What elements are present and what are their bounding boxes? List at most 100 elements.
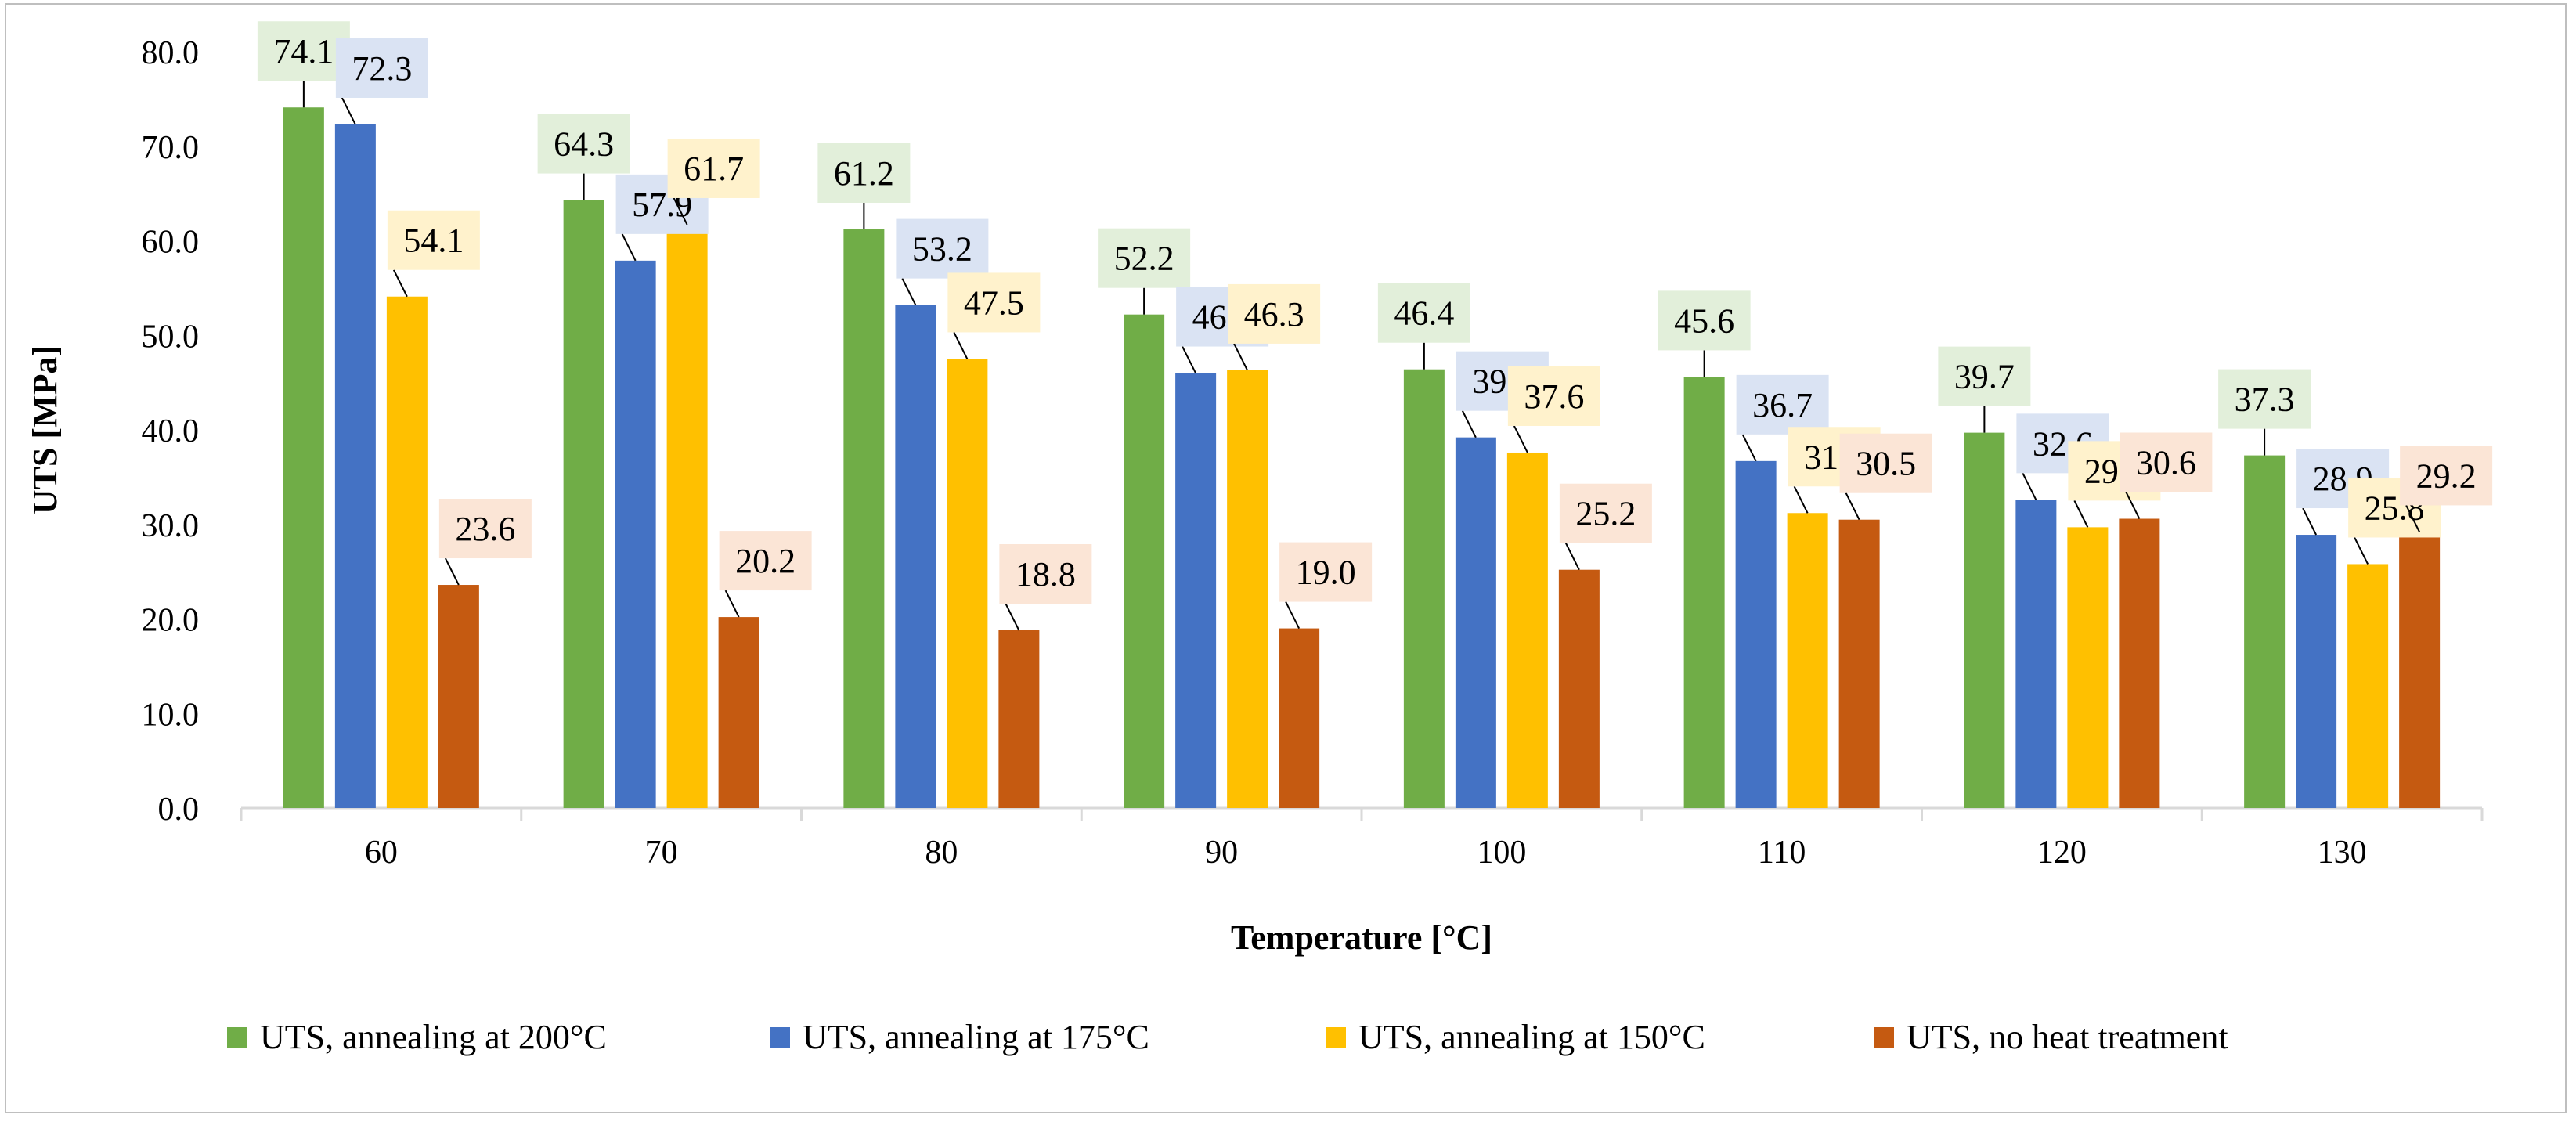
label-leader-line [621,233,637,262]
bar [615,260,656,808]
data-label: 46.4 [1394,294,1454,333]
data-label: 23.6 [455,510,515,548]
legend-swatch [1326,1027,1346,1048]
label-leader-line [1005,603,1020,631]
label-leader-line [2073,500,2089,528]
bar [1455,437,1496,808]
bar [998,630,1040,808]
bar [334,124,376,809]
bar [1403,369,1445,809]
y-tick-label: 60.0 [142,225,200,261]
data-label-box [817,143,911,204]
x-tick-label: 60 [365,835,398,871]
bar [895,305,936,808]
bar [1964,432,2005,808]
label-leader-line [1564,543,1580,571]
bar [2015,500,2057,808]
bar [1506,452,1548,808]
data-label-box [2400,446,2493,506]
label-leader-line [444,557,460,586]
bar [1787,513,1828,808]
data-label: 47.5 [964,283,1024,322]
data-label-box [438,499,532,559]
bar [1124,314,1165,808]
data-label-box [1658,290,1751,351]
bars [283,107,2441,809]
bar [2119,518,2160,808]
bar [947,359,988,808]
data-label-box [537,114,630,174]
data-label: 19.0 [1296,554,1356,592]
y-tick-label: 10.0 [142,697,200,733]
label-leader-line [1845,492,1860,521]
bar [1175,373,1217,808]
label-leader-line [1182,346,1197,373]
label-leader-line [2022,472,2037,500]
bar [1558,569,1600,808]
label-leader-line [901,278,917,306]
data-label: 53.2 [912,230,972,269]
data-label-box [1938,346,2031,406]
data-label: 46.3 [1244,295,1304,334]
y-tick-label: 80.0 [142,35,200,71]
data-label-box [2218,369,2311,429]
data-label: 30.6 [2136,444,2196,482]
label-leader-line [1793,485,1809,514]
data-label-box [1279,542,1373,602]
data-label: 30.5 [1856,445,1916,483]
y-tick-label: 0.0 [158,792,200,828]
bar [2067,527,2109,808]
legend-swatch [1874,1027,1894,1048]
data-label-box [1839,433,1932,493]
legend-label: UTS, annealing at 150°C [1358,1018,1705,1056]
y-tick-label: 40.0 [142,413,200,449]
x-tick-label: 100 [1477,835,1526,871]
x-tick-label: 120 [2037,835,2087,871]
data-label-box [1507,366,1600,426]
x-tick-label: 70 [645,835,678,871]
data-label: 61.7 [684,150,744,188]
bar [1838,519,1880,808]
label-leader-line [953,331,969,359]
axes: 0.0 10.0 20.0 30.0 40.0 50.0 60.0 70.0 80.0 60 70 8… [142,35,2484,871]
label-leader-line [673,197,688,225]
data-label-box [257,21,350,81]
data-label: 74.1 [273,32,334,70]
bar [2347,564,2389,808]
label-leader-line [392,269,408,298]
data-label: 37.6 [1524,377,1584,416]
x-axis-title: Temperature [°C] [1231,918,1492,957]
data-label-box [667,138,760,198]
x-tick-label: 130 [2318,835,2367,871]
data-label: 29.2 [2416,456,2477,495]
data-label: 52.2 [1114,240,1174,278]
data-label: 45.6 [1674,301,1734,340]
bar [666,224,708,808]
data-label: 20.2 [735,542,796,580]
label-leader-line [341,97,356,125]
bar [843,229,885,808]
y-tick-label: 50.0 [142,319,200,355]
data-label: 72.3 [352,49,412,88]
legend-swatch [227,1027,247,1048]
bar [563,200,604,808]
legend-label: UTS, annealing at 175°C [803,1018,1149,1056]
legend: UTS, annealing at 200°C UTS, annealing at… [227,1018,2228,1056]
data-label-box [1377,283,1470,343]
label-leader-line [2125,492,2141,519]
label-leader-line [2405,504,2421,532]
data-label-box [1098,228,1191,288]
data-label-box [719,531,812,591]
bar [1683,377,1725,808]
legend-swatch [770,1027,790,1048]
legend-label: UTS, annealing at 200°C [260,1018,607,1056]
data-label: 37.3 [2235,381,2295,419]
bar [718,617,759,808]
bar [1735,460,1777,808]
y-axis-title: UTS [MPa] [26,345,64,514]
data-label: 25.2 [1575,495,1636,533]
x-tick-label: 90 [1205,835,1238,871]
data-label-box [335,38,428,98]
data-label: 18.8 [1016,555,1076,593]
